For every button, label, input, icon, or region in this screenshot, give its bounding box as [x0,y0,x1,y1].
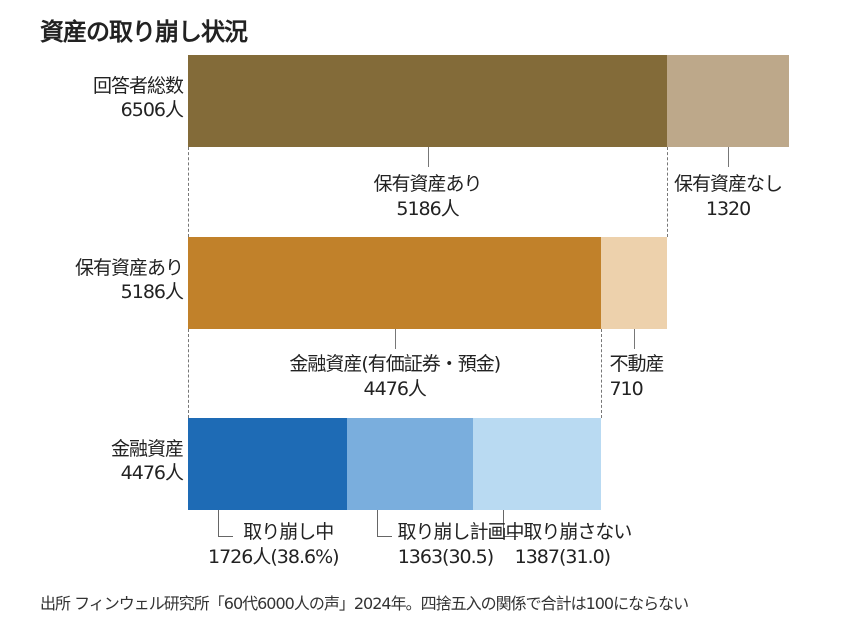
bar-segment [473,418,602,510]
callout-bracket [377,510,393,537]
bar-segment [667,55,789,147]
row-label-name: 金融資産 [110,438,184,460]
bar-segment [601,237,668,329]
row-label-total-value: 4476人 [120,462,184,484]
callout-tick [394,329,396,349]
callout-label: 取り崩し計画中 [397,521,524,543]
callout-tick [728,147,730,167]
callout-value: 1726人(38.6%) [208,546,340,568]
callout-holding-yes: 保有資産あり 5186人 [373,172,483,222]
callout-label: 取り崩さない [523,521,632,543]
dashed-connector [188,329,189,418]
callout-label: 保有資産なし [674,173,783,195]
callout-value: 5186人 [396,198,459,220]
callout-tick [634,329,636,349]
callout-drawing-down: 取り崩し中 1726人(38.6%) [208,520,340,570]
dashed-connector [188,147,189,237]
callout-label: 保有資産あり [373,173,483,195]
row-label-total: 回答者総数 6506人 [92,74,184,122]
row-label-name: 保有資産あり [74,257,184,279]
dashed-connector [667,147,669,237]
callout-bracket [218,510,233,537]
callout-not-drawing: 取り崩さない 1387(31.0) [493,520,633,570]
bar-segment [188,237,602,329]
callout-value: 710 [609,378,643,400]
row-label-name: 回答者総数 [92,75,184,97]
row-label-total-value: 6506人 [120,99,184,121]
bar-segment [188,55,668,147]
callout-label: 金融資産(有価証券・預金) [289,353,501,375]
callout-planning: 取り崩し計画中 1363(30.5) [367,520,524,570]
bar-segment [347,418,474,510]
callout-value: 1320 [705,198,751,220]
callout-value: 4476人 [363,378,427,400]
row-label-total-value: 5186人 [120,281,184,303]
callout-tick [427,147,429,167]
dashed-connector [601,329,603,418]
source-note: 出所 フィンウェル研究所「60代6000人の声」2024年。四捨五入の関係で合計… [40,594,689,613]
callout-value: 1363(30.5) [397,546,494,568]
callout-holding-no: 保有資産なし 1320 [674,172,783,222]
callout-value: 1387(31.0) [514,546,611,568]
chart-title: 資産の取り崩し状況 [40,18,248,46]
callout-real-estate: 不動産 710 [609,352,664,402]
callout-label: 取り崩し中 [243,521,334,543]
bar-segment [188,418,348,510]
row-label-financial: 金融資産 4476人 [110,437,184,485]
callout-label: 不動産 [609,353,664,375]
callout-bracket [503,510,519,537]
callout-financial: 金融資産(有価証券・預金) 4476人 [289,352,501,402]
row-label-holding: 保有資産あり 5186人 [74,256,184,304]
